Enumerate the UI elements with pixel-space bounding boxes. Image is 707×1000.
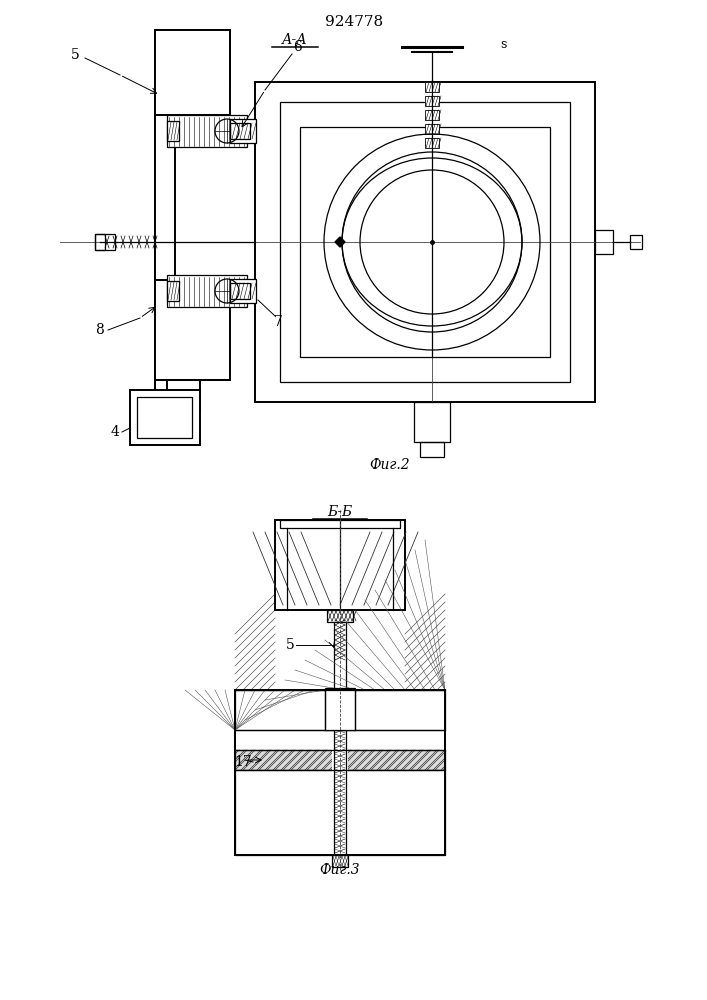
Bar: [230, 283, 250, 299]
Bar: [167, 275, 247, 307]
Text: 8: 8: [95, 323, 105, 337]
Text: 924778: 924778: [325, 15, 383, 29]
Polygon shape: [335, 237, 345, 247]
Bar: [155, 80, 167, 410]
Bar: [630, 235, 642, 249]
Bar: [325, 688, 355, 730]
Bar: [300, 127, 550, 357]
Text: s: s: [500, 37, 506, 50]
Bar: [420, 442, 444, 457]
Bar: [425, 124, 439, 134]
Bar: [95, 234, 105, 250]
Bar: [235, 770, 445, 855]
Bar: [155, 115, 175, 280]
Bar: [130, 390, 200, 445]
Bar: [235, 750, 445, 770]
Text: 5: 5: [71, 48, 79, 62]
Bar: [332, 748, 348, 770]
Bar: [425, 96, 439, 106]
Bar: [167, 121, 179, 141]
Bar: [334, 690, 346, 855]
Bar: [155, 30, 230, 115]
Bar: [95, 234, 115, 250]
Bar: [595, 230, 613, 254]
Text: 7: 7: [274, 315, 282, 329]
Bar: [230, 123, 250, 139]
Bar: [280, 102, 570, 382]
Bar: [332, 688, 348, 730]
Text: 5: 5: [286, 638, 295, 652]
Bar: [327, 610, 353, 622]
Bar: [230, 279, 256, 303]
Bar: [155, 280, 230, 380]
Bar: [235, 690, 445, 855]
Text: Б-Б: Б-Б: [327, 505, 353, 519]
Text: Фиг.3: Фиг.3: [320, 863, 361, 877]
Bar: [332, 768, 348, 857]
Bar: [167, 281, 179, 301]
Text: Фиг.2: Фиг.2: [370, 458, 410, 472]
Bar: [255, 82, 595, 402]
Bar: [425, 82, 439, 92]
Bar: [275, 520, 405, 610]
Text: 6: 6: [293, 40, 303, 54]
Bar: [414, 402, 450, 442]
Bar: [425, 110, 439, 120]
Bar: [235, 690, 445, 730]
Bar: [137, 397, 192, 438]
Bar: [425, 138, 439, 148]
Bar: [280, 520, 400, 528]
Bar: [230, 119, 256, 143]
Text: А-А: А-А: [282, 33, 308, 47]
Text: 17: 17: [234, 755, 252, 769]
Bar: [235, 690, 445, 855]
Bar: [167, 115, 247, 147]
Text: 4: 4: [110, 425, 119, 439]
Bar: [332, 855, 348, 867]
